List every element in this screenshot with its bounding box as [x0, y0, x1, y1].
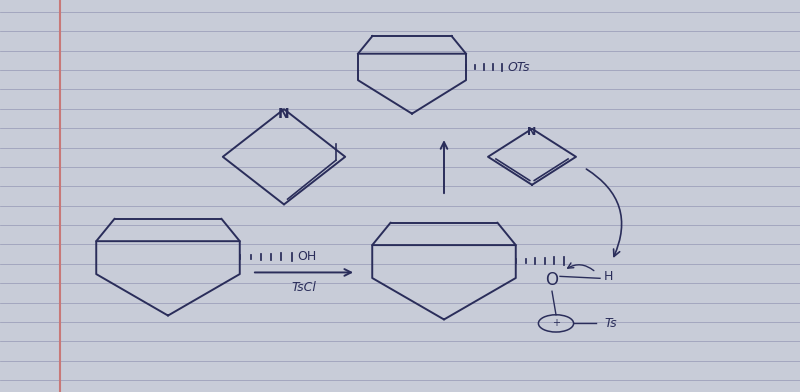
Text: +: +: [552, 318, 560, 328]
Text: N: N: [527, 127, 537, 137]
FancyArrowPatch shape: [568, 263, 594, 270]
Text: O: O: [546, 271, 558, 289]
Text: OH: OH: [298, 250, 317, 263]
Text: Ts: Ts: [604, 317, 617, 330]
FancyArrowPatch shape: [586, 169, 622, 256]
Text: N: N: [278, 107, 290, 121]
Text: OTs: OTs: [508, 61, 530, 74]
Text: TsCl: TsCl: [291, 281, 317, 294]
Text: H: H: [604, 270, 614, 283]
